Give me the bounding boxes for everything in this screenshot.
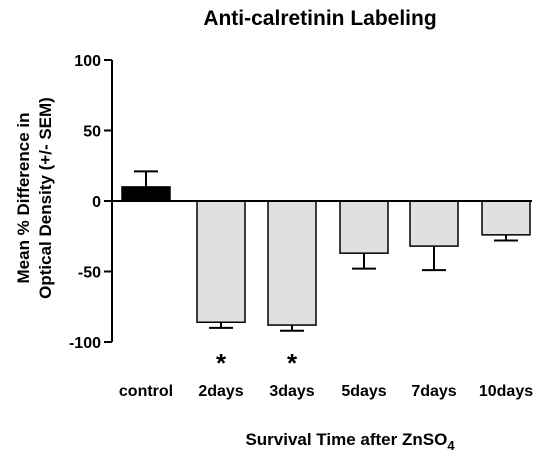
category-label: 2days: [198, 383, 243, 400]
bar-7days: [409, 200, 459, 247]
category-label: control: [119, 383, 173, 400]
bar-10days: [481, 200, 531, 236]
bar-5days: [339, 200, 389, 254]
y-axis-label-line1: Mean % Difference in: [14, 113, 33, 284]
category-label: 7days: [411, 383, 456, 400]
category-label: 5days: [341, 383, 386, 400]
y-axis-label-line2: Optical Density (+/- SEM): [36, 97, 55, 299]
y-axis: 100 50 0 -50 -100: [69, 53, 113, 352]
x-axis-label-subscript: 4: [447, 438, 455, 453]
bar-control: [121, 186, 171, 202]
significance-marker: *: [216, 348, 227, 378]
chart-title: Anti-calretinin Labeling: [203, 7, 436, 30]
significance-marker: *: [287, 348, 298, 378]
x-axis-label-main: Survival Time after ZnSO: [245, 430, 447, 449]
category-label: 10days: [479, 383, 533, 400]
bar-3days: [267, 200, 317, 326]
y-tick-label: -100: [69, 335, 101, 352]
y-tick-label: 50: [83, 124, 101, 141]
y-tick-label: 100: [74, 53, 101, 70]
y-tick-label: -50: [78, 265, 101, 282]
x-axis-label: Survival Time after ZnSO4: [245, 430, 455, 453]
y-tick-label: 0: [92, 194, 101, 211]
bar-2days: [196, 200, 246, 324]
bars: control 2days * 3days * 5days 7days 10days: [112, 170, 533, 400]
category-label: 3days: [269, 383, 314, 400]
